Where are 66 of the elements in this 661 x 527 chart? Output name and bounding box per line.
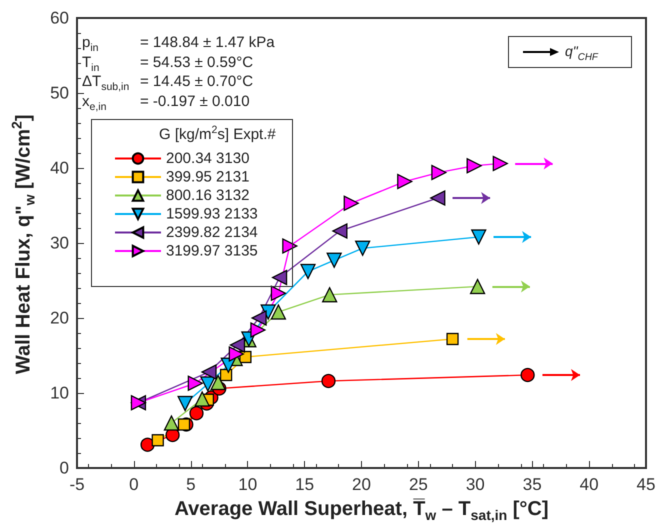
legend-label: 2399.82 2134 xyxy=(166,224,258,241)
x-axis-title: Average Wall Superheat, T̅$_{w}$ – T$_{sat,in}$ [°C] xyxy=(173,498,550,523)
point xyxy=(322,287,338,302)
point xyxy=(178,418,190,431)
x-tick-label: 30 xyxy=(466,475,485,494)
point xyxy=(250,322,266,338)
x-tick-label: 35 xyxy=(522,475,542,494)
point xyxy=(520,368,535,382)
x-tick-label: 15 xyxy=(295,475,314,494)
point xyxy=(194,391,210,407)
x-tick-label: -5 xyxy=(69,475,85,494)
annotation: ΔT$_{sub,in}$ = 14.45 ± 0.70°C xyxy=(82,73,254,93)
legend-title: G [kg/m$^{2}$s] Expt.# xyxy=(159,124,276,143)
point xyxy=(355,240,370,256)
point xyxy=(201,364,217,380)
point xyxy=(446,332,459,346)
point xyxy=(470,278,486,294)
x-tick-label: 40 xyxy=(580,475,599,494)
y-tick-label: 60 xyxy=(50,8,69,28)
point xyxy=(332,223,348,239)
x-tick-label: 25 xyxy=(408,475,428,494)
point xyxy=(321,374,336,388)
annotation: q"$_{CHF}$ xyxy=(565,43,598,63)
x-tick-label: 5 xyxy=(186,475,196,494)
x-tick-label: 45 xyxy=(636,475,656,494)
legend-label: 200.34 3130 xyxy=(166,150,250,167)
text: T$_{in}$ = 54.53 ± 0.59°C xyxy=(82,54,254,74)
point xyxy=(230,337,246,353)
point xyxy=(466,158,482,174)
point xyxy=(152,434,164,446)
point xyxy=(431,164,446,180)
point xyxy=(188,376,203,391)
y-tick-label: 40 xyxy=(50,158,69,178)
text: x$_{e,in}$ = -0.197 ± 0.010 xyxy=(82,92,250,112)
point xyxy=(210,374,226,390)
point xyxy=(189,406,204,420)
point xyxy=(270,286,286,301)
point xyxy=(251,310,267,326)
y-tick-label: 0 xyxy=(60,458,69,478)
point xyxy=(282,238,298,254)
legend-label: 1599.93 2133 xyxy=(166,206,258,222)
point xyxy=(492,156,508,172)
legend-label: 3199.97 3135 xyxy=(166,242,258,260)
point xyxy=(178,396,193,412)
y-tick-label: 30 xyxy=(50,234,69,252)
point xyxy=(300,264,316,280)
legend-label: 800.16 3132 xyxy=(166,187,250,204)
point xyxy=(260,304,276,320)
y-tick-label: 50 xyxy=(50,84,69,102)
point xyxy=(228,346,244,362)
x-tick-label: 20 xyxy=(352,475,371,494)
y-tick-label: 20 xyxy=(50,308,69,328)
point xyxy=(326,252,342,268)
x-tick-label: 10 xyxy=(238,475,258,494)
point xyxy=(471,229,486,245)
point xyxy=(200,376,216,392)
y-tick-label: 10 xyxy=(50,384,69,402)
point xyxy=(272,270,288,286)
point xyxy=(430,190,446,206)
text: p$_{in}$ = 148.84 ± 1.47 kPa xyxy=(82,34,275,54)
point xyxy=(344,196,359,211)
x-tick-label: 0 xyxy=(129,475,139,494)
point xyxy=(397,174,412,190)
point xyxy=(270,304,286,320)
point xyxy=(164,415,180,431)
legend-label: 399.95 2131 xyxy=(166,168,250,186)
